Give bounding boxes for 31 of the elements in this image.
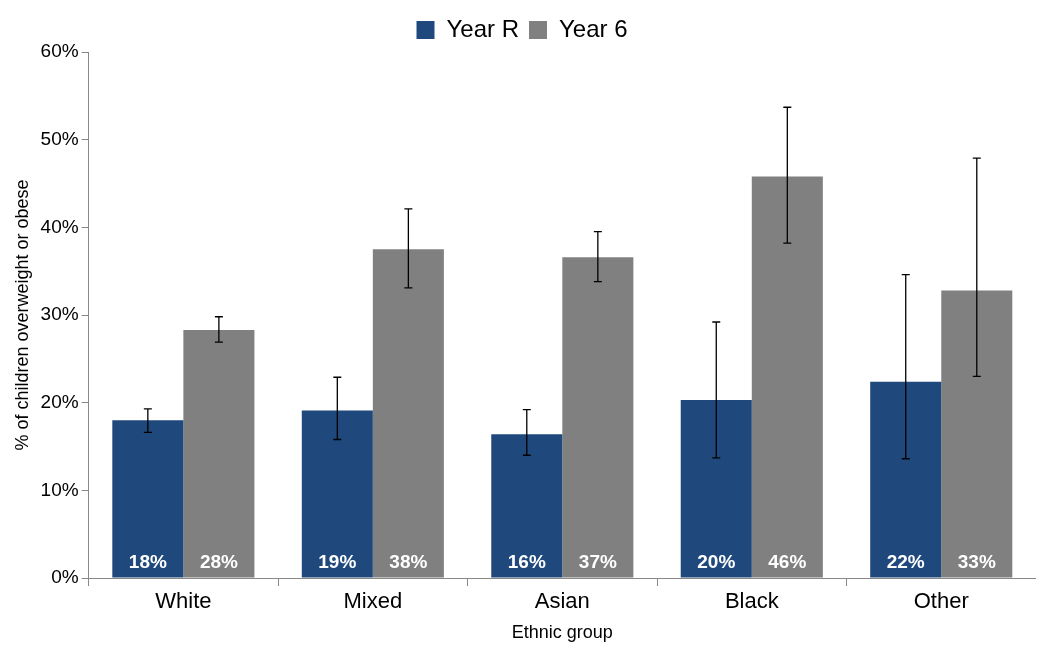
bar — [680, 400, 752, 578]
bar — [870, 381, 942, 578]
bar — [301, 410, 373, 578]
legend-label: Year R — [446, 14, 519, 42]
x-tick-label: White — [155, 588, 212, 614]
y-tick-label: 20% — [40, 390, 79, 412]
bar — [112, 420, 184, 578]
legend-label: Year 6 — [558, 14, 628, 42]
data-label: 33% — [957, 550, 996, 572]
x-tick-label: Mixed — [343, 588, 403, 614]
y-tick-label: 40% — [40, 215, 79, 237]
x-axis-title: Ethnic group — [511, 622, 613, 643]
y-axis-title: % of children overweight or obese — [11, 179, 32, 451]
data-label: 28% — [199, 550, 239, 572]
data-label: 38% — [389, 550, 428, 572]
bar — [491, 434, 563, 578]
y-tick-label: 0% — [51, 566, 79, 588]
data-label: 18% — [128, 550, 167, 572]
y-tick-label: 50% — [40, 127, 79, 149]
data-label: 16% — [507, 550, 546, 572]
x-tick-label: Other — [913, 588, 969, 614]
y-tick-label: 10% — [40, 478, 79, 500]
y-tick-label: 60% — [40, 40, 79, 62]
x-tick-label: Asian — [534, 588, 590, 614]
x-tick-label: Black — [724, 588, 780, 614]
y-tick-label: 30% — [40, 303, 79, 325]
data-label: 37% — [578, 550, 617, 572]
data-label: 22% — [886, 550, 925, 572]
data-label: 20% — [697, 550, 736, 572]
data-label: 19% — [318, 550, 357, 572]
data-label: 46% — [768, 550, 807, 572]
